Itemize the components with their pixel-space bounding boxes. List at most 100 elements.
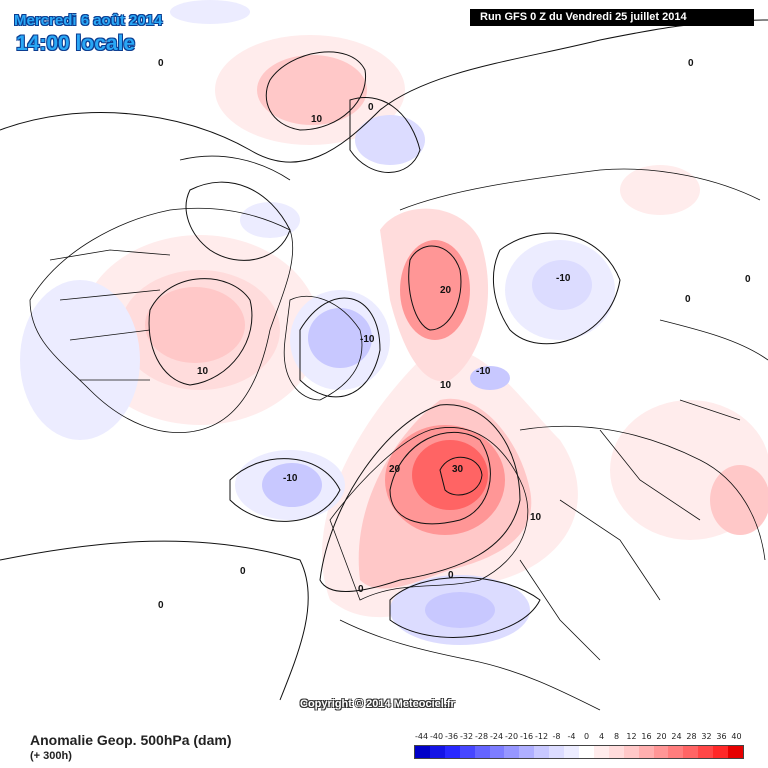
thirty-contour bbox=[439, 456, 483, 496]
legend-swatch bbox=[474, 746, 490, 758]
negative-anomaly-shade bbox=[532, 260, 592, 310]
twenty-contour bbox=[389, 431, 491, 525]
legend-label: -8 bbox=[552, 732, 561, 741]
coastlines bbox=[29, 155, 768, 711]
contour-label: 0 bbox=[358, 584, 364, 595]
anomaly-center-label: -10 bbox=[476, 366, 491, 377]
legend-label: 32 bbox=[701, 732, 712, 741]
contour-label: 0 bbox=[368, 102, 374, 113]
ten-contour bbox=[319, 404, 521, 593]
zero-contour bbox=[299, 297, 381, 398]
anomaly-center-label: 30 bbox=[452, 464, 464, 475]
ten-contour bbox=[148, 278, 253, 386]
legend-swatch bbox=[653, 746, 669, 758]
positive-anomaly-shade bbox=[400, 240, 470, 340]
forecast-date: Mercredi 6 août 2014 bbox=[14, 12, 163, 29]
contour-label: 0 bbox=[685, 294, 691, 305]
negative-anomaly-shade bbox=[308, 308, 372, 368]
anomaly-center-label: -10 bbox=[360, 334, 375, 345]
anomaly-center-label: 10 bbox=[530, 512, 542, 523]
legend-swatch bbox=[638, 746, 654, 758]
legend-swatch bbox=[593, 746, 609, 758]
legend-swatch bbox=[698, 746, 714, 758]
map-title: Anomalie Geop. 500hPa (dam) bbox=[30, 732, 232, 748]
negative-anomaly-shade bbox=[355, 115, 425, 165]
legend-swatch bbox=[519, 746, 535, 758]
legend-label: 12 bbox=[626, 732, 637, 741]
zero-contour bbox=[389, 577, 541, 638]
north-america-coast bbox=[29, 207, 294, 433]
zero-contour bbox=[0, 19, 768, 163]
legend-label: 28 bbox=[686, 732, 697, 741]
legend-label: 40 bbox=[731, 732, 742, 741]
negative-anomaly-shade bbox=[262, 463, 322, 507]
anomaly-center-label: 20 bbox=[440, 285, 452, 296]
greenland-coast bbox=[283, 296, 363, 401]
negative-anomaly-shade bbox=[240, 202, 300, 238]
state-borders bbox=[49, 249, 171, 381]
legend-swatch bbox=[504, 746, 520, 758]
legend-label: -20 bbox=[504, 732, 519, 741]
legend-label: 16 bbox=[641, 732, 652, 741]
positive-anomaly-shade bbox=[620, 165, 700, 215]
legend-label: 36 bbox=[716, 732, 727, 741]
legend-label: -36 bbox=[444, 732, 459, 741]
contour-label: 0 bbox=[158, 58, 164, 69]
contour-label: 0 bbox=[688, 58, 694, 69]
asia-coast bbox=[519, 425, 766, 561]
legend-swatch bbox=[578, 746, 594, 758]
legend-swatch bbox=[415, 746, 430, 758]
run-info: Run GFS 0 Z du Vendredi 25 juillet 2014 bbox=[470, 9, 754, 26]
legend-swatch bbox=[444, 746, 460, 758]
legend-labels: -44 -40 -36 -32 -28 -24 -20 -16 -12 -8 -4 0 4 8 12 16 20… bbox=[414, 732, 744, 744]
negative-anomaly-shade bbox=[470, 366, 510, 390]
legend-label: -32 bbox=[459, 732, 474, 741]
legend-label: 0 bbox=[583, 732, 590, 741]
positive-anomaly-shade bbox=[710, 465, 768, 535]
legend-swatch bbox=[623, 746, 639, 758]
legend-swatch bbox=[713, 746, 729, 758]
contour-label: 10 bbox=[311, 114, 323, 125]
legend-swatch bbox=[459, 746, 475, 758]
anomaly-center-label: 10 bbox=[197, 366, 209, 377]
legend-label: -12 bbox=[534, 732, 549, 741]
contour-label: 0 bbox=[240, 566, 246, 577]
positive-anomaly-shade bbox=[257, 55, 367, 125]
legend-swatch bbox=[728, 746, 743, 758]
anomaly-center-label: -10 bbox=[283, 473, 298, 484]
positive-anomaly-shade bbox=[145, 287, 245, 363]
arctic-coast bbox=[399, 168, 761, 211]
negative-anomaly-shade bbox=[425, 592, 495, 628]
contour-label: 0 bbox=[158, 600, 164, 611]
zero-contour bbox=[0, 540, 309, 701]
contour-label: 0 bbox=[448, 570, 454, 581]
legend-label: -24 bbox=[489, 732, 504, 741]
legend-label: -16 bbox=[519, 732, 534, 741]
twenty-contour bbox=[408, 245, 462, 331]
forecast-hour: (+ 300h) bbox=[30, 750, 72, 762]
legend-label: -40 bbox=[429, 732, 444, 741]
anomaly-center-label: -10 bbox=[556, 273, 571, 284]
forecast-time: 14:00 locale bbox=[16, 32, 136, 55]
contour-label: 20 bbox=[389, 464, 401, 475]
legend-label: -4 bbox=[567, 732, 576, 741]
contour-lines bbox=[0, 19, 768, 701]
legend-swatch bbox=[534, 746, 550, 758]
contour-label: 0 bbox=[745, 274, 751, 285]
positive-anomaly-shade bbox=[412, 440, 488, 510]
arctic-islands-coast bbox=[179, 155, 291, 181]
legend-label: 20 bbox=[656, 732, 667, 741]
anomaly-shading bbox=[20, 0, 768, 645]
copyright-notice: Copyright © 2014 Meteociel.fr bbox=[300, 698, 455, 710]
legend-swatch bbox=[489, 746, 505, 758]
legend-label: 4 bbox=[598, 732, 605, 741]
anomaly-map: 0 0 0 0 0 0 0 0 0 10 10 20 -10 -10 -10 -… bbox=[0, 0, 768, 711]
legend-swatch bbox=[683, 746, 699, 758]
mediterranean-coast bbox=[339, 619, 601, 711]
country-borders bbox=[519, 429, 701, 661]
legend-swatch bbox=[608, 746, 624, 758]
legend-swatch bbox=[668, 746, 684, 758]
contour-label: 10 bbox=[440, 380, 452, 391]
color-legend bbox=[414, 745, 744, 759]
ten-contour bbox=[265, 51, 367, 131]
